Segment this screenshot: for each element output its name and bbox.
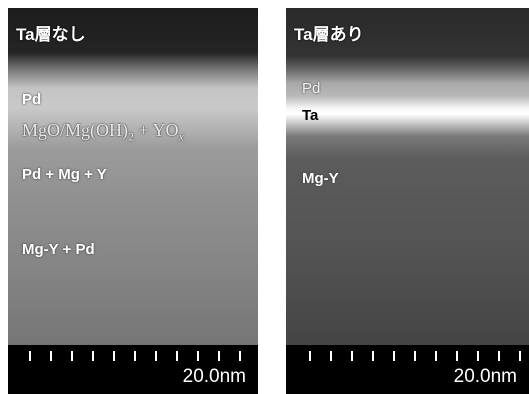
panel-title: Ta層なし [16,20,86,45]
panel-title: Ta層あり [294,20,364,45]
layer-label: MgO/Mg(OH)2 + YOx [22,120,184,145]
layer-label: Pd [22,91,41,108]
layer-label: Mg-Y + Pd [22,241,95,258]
ticks [310,351,520,361]
scale-bar: 20.0nm [286,345,529,394]
page: Ta層なし Pd MgO/Mg(OH)2 + YOx Pd + Mg + Y M… [0,0,529,394]
layer-label: Ta [302,107,318,124]
label-part: + YO [134,120,178,140]
layer-label: Pd [302,80,320,97]
scale-label: 20.0nm [454,366,517,388]
layer-label: Mg-Y [302,170,339,187]
label-part: MgO/Mg(OH) [22,120,128,140]
ticks [30,351,240,361]
tem-image: Ta層あり Pd Ta Mg-Y 20.0nm [286,8,529,394]
tem-image: Ta層なし Pd MgO/Mg(OH)2 + YOx Pd + Mg + Y M… [8,8,258,394]
scale-bar: 20.0nm [8,345,258,394]
scale-label: 20.0nm [183,366,246,388]
layer-label: Pd + Mg + Y [22,166,107,183]
label-part: x [178,130,183,144]
